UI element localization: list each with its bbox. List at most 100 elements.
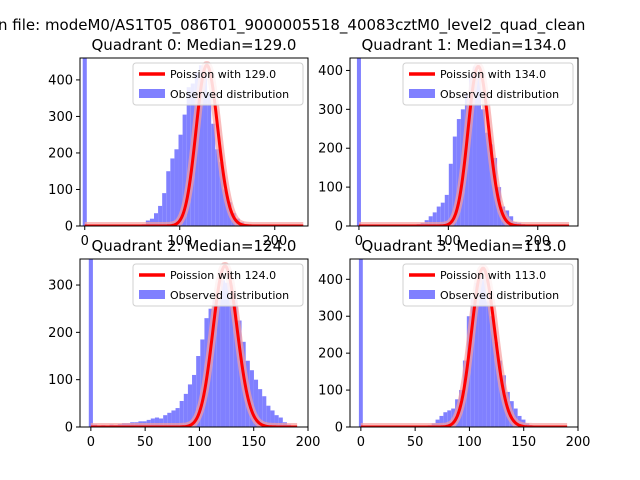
legend: Poission with 129.0 Observed distribution [132, 62, 304, 106]
x-tick-label: 150 [241, 435, 266, 450]
histogram-bar [175, 408, 180, 427]
histogram-bar [167, 412, 172, 427]
y-tick-label: 200 [48, 326, 73, 341]
y-tick-label: 300 [48, 110, 73, 125]
x-tick-label: 0 [87, 435, 95, 450]
histogram-bar [490, 316, 495, 427]
histogram-bar [485, 132, 490, 226]
histogram-bar [174, 149, 179, 226]
y-tick-label: 100 [48, 183, 73, 198]
subplot-title: Quadrant 0: Median=129.0 [92, 36, 297, 54]
legend-label-observed: Observed distribution [170, 289, 289, 302]
axes-frame [349, 57, 579, 227]
x-tick-label: 100 [167, 234, 192, 249]
histogram-bar [274, 415, 279, 427]
histogram-bar [428, 216, 433, 226]
histogram-bar [472, 66, 477, 226]
histogram-bar [448, 163, 453, 226]
histogram-bar [253, 379, 259, 427]
x-tick-label: 100 [187, 435, 212, 450]
histogram-bar [163, 415, 168, 427]
plot-area [87, 259, 301, 427]
histogram-bar [220, 280, 226, 427]
y-tick-label: 200 [318, 142, 343, 157]
legend-label-poisson: Poission with 124.0 [170, 269, 276, 282]
subplot-grid: 0 100 200 300 400 0 100 200 Quadrant 0: Median=1… [48, 36, 590, 450]
x-tick-label: 50 [407, 435, 424, 450]
x-tick-label: 0 [357, 435, 365, 450]
subplot-quadrant-1: 0 100 200 300 400 0 100 200 Quadrant 1: Median=1… [318, 36, 579, 249]
histogram-bar [196, 356, 201, 427]
histogram-bar [270, 410, 275, 427]
histogram-bar [178, 134, 183, 226]
x-tick-label: 200 [262, 234, 287, 249]
histogram-bar [444, 194, 449, 226]
y-tick-label: 0 [335, 220, 343, 235]
legend-swatch-observed [409, 290, 435, 299]
histogram-bar [225, 282, 230, 427]
axes-frame [79, 57, 309, 227]
histogram-bar [482, 279, 487, 427]
histogram-bar [233, 299, 238, 427]
histogram-bar [452, 136, 457, 226]
y-tick-label: 400 [318, 64, 343, 79]
legend-label-observed: Observed distribution [170, 88, 289, 101]
plot-area [355, 58, 573, 226]
legend: Poission with 124.0 Observed distribution [132, 263, 304, 307]
histogram-bar [154, 213, 159, 226]
histogram-bar [474, 283, 479, 427]
histogram-bar [258, 389, 263, 427]
y-tick-label: 200 [318, 347, 343, 362]
legend: Poission with 113.0 Observed distribution [402, 263, 574, 307]
histogram-bar [262, 396, 267, 427]
histogram-bar [480, 109, 486, 226]
histogram-bar-zero [88, 259, 93, 427]
legend-box [402, 62, 574, 106]
y-tick-label: 0 [65, 220, 73, 235]
histogram-bar-zero [358, 259, 363, 427]
y-tick-label: 100 [318, 181, 343, 196]
legend-label-observed: Observed distribution [440, 289, 559, 302]
poisson-curve [358, 65, 570, 226]
legend-label-observed: Observed distribution [440, 88, 559, 101]
plot-area [81, 58, 307, 226]
histogram-bar [166, 171, 171, 226]
legend-label-poisson: Poission with 113.0 [440, 269, 546, 282]
histogram-bar [447, 410, 452, 427]
histogram-bar [150, 418, 155, 427]
legend-label-poisson: Poission with 129.0 [170, 68, 276, 81]
histogram-bar [183, 393, 188, 427]
histogram-bar [278, 417, 283, 427]
y-tick-label: 0 [335, 421, 343, 436]
histogram-bar [494, 342, 499, 427]
legend-swatch-observed [139, 89, 165, 98]
subplot-title: Quadrant 2: Median=124.0 [92, 237, 297, 255]
histogram-bar [211, 123, 216, 226]
legend-label-poisson: Poission with 134.0 [440, 68, 546, 81]
histogram-bar [476, 72, 481, 226]
histogram-bar [443, 412, 448, 427]
histogram-bar [223, 189, 228, 226]
y-tick-label: 300 [318, 103, 343, 118]
histogram-bar [212, 299, 217, 427]
y-tick-label: 400 [318, 273, 343, 288]
legend-box [132, 62, 304, 106]
x-tick-label: 100 [436, 234, 461, 249]
legend-swatch-observed [139, 290, 165, 299]
y-tick-label: 0 [65, 421, 73, 436]
histogram-bar [158, 205, 163, 226]
histogram-bar [486, 301, 491, 427]
histogram-bar [207, 92, 212, 226]
x-tick-label: 0 [81, 234, 89, 249]
histogram-bar [478, 271, 483, 427]
histogram-bar-zero [356, 58, 361, 226]
subplot-quadrant-0: 0 100 200 300 400 0 100 200 Quadrant 0: Median=1… [48, 36, 309, 249]
poisson-curve [84, 63, 304, 226]
x-tick-label: 200 [296, 435, 321, 450]
histogram-bar [489, 144, 494, 226]
x-tick-label: 200 [566, 435, 591, 450]
legend: Poission with 134.0 Observed distribution [402, 62, 574, 106]
axes-frame [79, 258, 309, 428]
